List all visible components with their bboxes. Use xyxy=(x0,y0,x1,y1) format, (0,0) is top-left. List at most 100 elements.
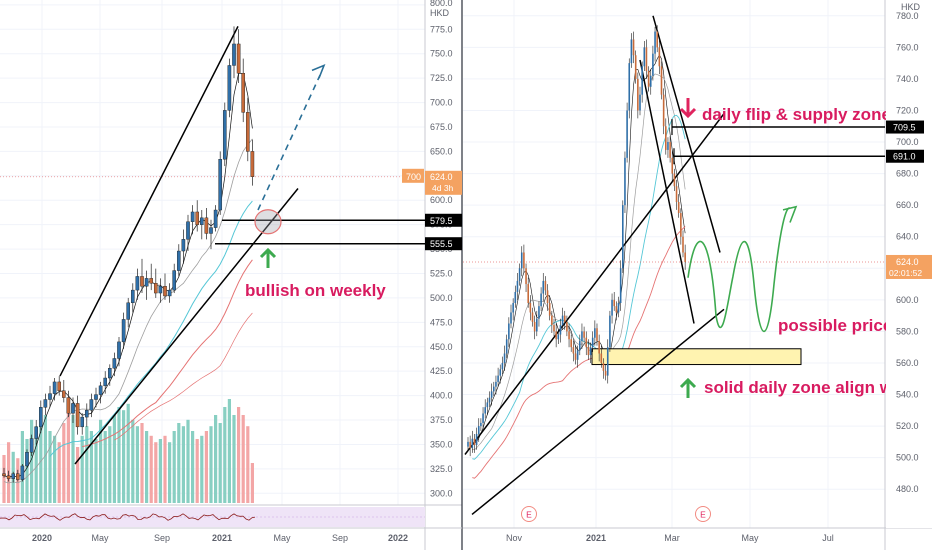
weekly-moving-average xyxy=(49,200,253,457)
weekly-volume-bar xyxy=(43,415,47,503)
weekly-price-tick: 475.0 xyxy=(430,317,453,327)
daily-candle-body xyxy=(611,299,613,316)
daily-candle-body xyxy=(649,75,652,87)
daily-candle-body xyxy=(609,315,611,348)
daily-candle-body xyxy=(538,306,540,319)
daily-up-arrow xyxy=(679,377,697,398)
daily-moving-average xyxy=(472,73,686,451)
weekly-candle-body xyxy=(39,407,43,428)
weekly-projection-line xyxy=(257,74,321,211)
daily-price-tick: 560.0 xyxy=(896,358,919,368)
daily-currency-label: HKD xyxy=(901,2,921,12)
daily-candle-body xyxy=(677,202,680,214)
daily-candle-body xyxy=(540,293,542,307)
weekly-volume-bar xyxy=(34,426,38,503)
weekly-candle-body xyxy=(117,341,121,359)
weekly-volume-bar xyxy=(177,423,181,503)
weekly-volume-bar xyxy=(191,431,195,503)
weekly-volume-bar xyxy=(246,426,250,503)
daily-candle-body xyxy=(480,422,482,427)
weekly-last-price-value: 624.0 xyxy=(430,172,453,182)
daily-candle-body xyxy=(531,312,534,322)
weekly-candle-body xyxy=(25,452,29,467)
daily-trendline-upper xyxy=(464,113,725,455)
weekly-price-tick: 400.0 xyxy=(430,391,453,401)
daily-candle-body xyxy=(591,337,594,348)
daily-annotation-zone: solid daily zone align w xyxy=(704,378,894,397)
weekly-candle-body xyxy=(98,385,103,395)
weekly-candle-body xyxy=(80,416,84,428)
daily-time-tick: Mar xyxy=(664,533,680,543)
weekly-volume-bar xyxy=(62,423,66,503)
weekly-volume-bar xyxy=(218,423,222,503)
weekly-volume-bar xyxy=(76,447,80,503)
daily-candle-body xyxy=(471,438,474,449)
daily-candle-body xyxy=(656,31,658,48)
weekly-candle-body xyxy=(144,278,149,287)
daily-moving-average xyxy=(472,226,686,479)
weekly-price-tick: 375.0 xyxy=(430,415,453,425)
weekly-candle-body xyxy=(245,112,250,152)
weekly-time-tick: Sep xyxy=(154,533,170,543)
daily-price-tick: 540.0 xyxy=(896,390,919,400)
weekly-volume-bar xyxy=(250,463,254,503)
daily-moving-average xyxy=(472,114,686,460)
daily-candle-body xyxy=(658,47,661,67)
daily-candle-body xyxy=(602,362,605,371)
indicator-line xyxy=(0,513,256,521)
daily-countdown: 02:01:52 xyxy=(889,268,922,278)
daily-candle-body xyxy=(585,337,588,348)
daily-candle-body xyxy=(482,413,484,423)
daily-candle-body xyxy=(632,39,635,56)
weekly-price-tick: 600.0 xyxy=(430,195,453,205)
weekly-candle-body xyxy=(130,289,135,304)
daily-candle-body xyxy=(484,407,486,414)
weekly-candle-body xyxy=(29,438,34,453)
weekly-level-tag xyxy=(425,213,462,227)
weekly-volume-bar xyxy=(48,431,52,503)
daily-candle-body xyxy=(598,340,600,354)
daily-candle-body xyxy=(469,441,471,449)
daily-candle-body xyxy=(634,55,637,79)
daily-candle-body xyxy=(551,315,553,326)
weekly-candle-body xyxy=(140,276,144,287)
weekly-volume-bar xyxy=(53,435,57,503)
weekly-volume-bar xyxy=(85,426,89,503)
weekly-candle-body xyxy=(149,278,154,284)
daily-candle-body xyxy=(536,318,538,332)
weekly-volume-bar xyxy=(181,426,185,503)
weekly-volume-bar xyxy=(232,415,236,503)
daily-time-tick: May xyxy=(741,533,759,543)
weekly-level-tag-label: 579.5 xyxy=(430,216,453,226)
daily-price-tick: 640.0 xyxy=(896,232,919,242)
weekly-volume-bar xyxy=(71,415,75,503)
weekly-price-tick: 700.0 xyxy=(430,98,453,108)
daily-annotation-possible: possible price xyxy=(778,316,892,335)
weekly-candle-body xyxy=(11,473,16,479)
daily-candle-body xyxy=(589,347,592,356)
weekly-volume-bar xyxy=(223,407,227,503)
daily-candle-body xyxy=(508,323,510,340)
daily-down-arrow xyxy=(679,98,697,119)
daily-candle-body xyxy=(652,53,654,76)
daily-candles xyxy=(467,25,686,457)
daily-candle-body xyxy=(641,66,643,95)
daily-candle-body xyxy=(529,303,532,313)
weekly-candle-body xyxy=(186,221,190,240)
daily-candle-body xyxy=(473,438,476,446)
weekly-candle-body xyxy=(227,65,232,111)
weekly-price-tick: 750.0 xyxy=(430,49,453,59)
daily-candle-body xyxy=(643,47,646,67)
weekly-candle-body xyxy=(172,270,177,291)
weekly-candle-body xyxy=(213,209,218,228)
weekly-candle-body xyxy=(236,43,241,74)
daily-candle-body xyxy=(533,321,536,332)
daily-candle-body xyxy=(576,350,579,360)
weekly-candle-body xyxy=(153,283,158,294)
daily-candle-body xyxy=(684,252,686,262)
daily-last-price-tag xyxy=(886,254,932,279)
weekly-volume-bar xyxy=(149,435,153,503)
weekly-candle-body xyxy=(199,217,204,225)
